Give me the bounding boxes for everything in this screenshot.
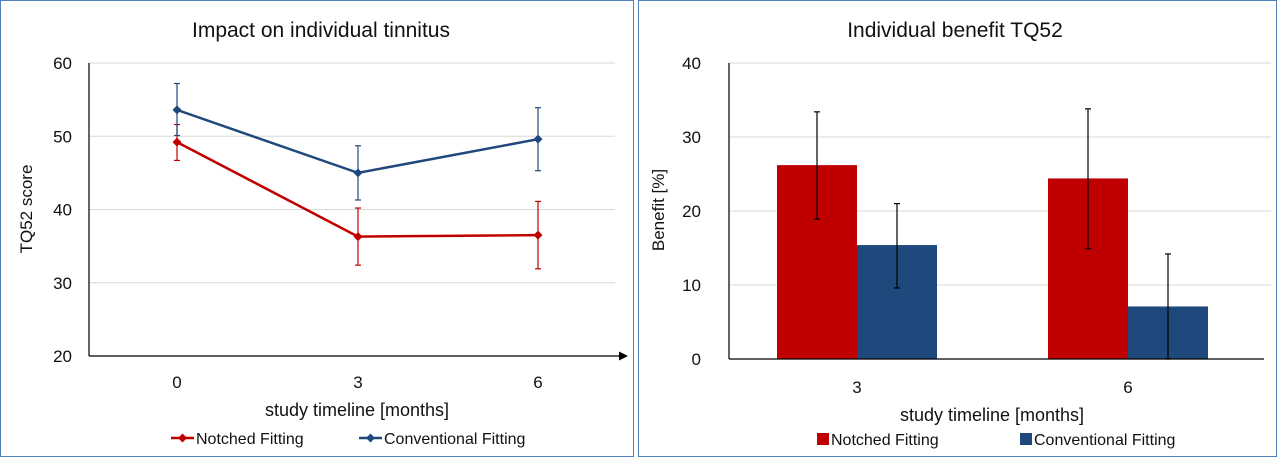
legend-marker-conventional — [366, 433, 375, 443]
bar-chart-x-axis-label: study timeline [months] — [900, 405, 1084, 425]
data-point-notched — [172, 137, 182, 147]
bar-chart-legend: Notched Fitting Conventional Fitting — [817, 432, 1175, 449]
legend-label-conventional: Conventional Fitting — [1034, 432, 1175, 449]
data-point-conventional — [172, 105, 182, 115]
bar-chart-error-bars — [814, 108, 1171, 360]
legend-swatch-notched — [817, 433, 829, 445]
data-point-notched — [533, 230, 543, 240]
bar-chart-bars — [777, 165, 1208, 359]
line-chart-series — [172, 82, 543, 270]
legend-label-notched: Notched Fitting — [196, 431, 304, 448]
line-chart-axes — [88, 63, 628, 361]
x-tick-label: 0 — [172, 373, 181, 392]
line-chart-x-axis-label: study timeline [months] — [265, 400, 449, 420]
bar-chart-title: Individual benefit TQ52 — [847, 19, 1063, 42]
y-tick-label: 60 — [53, 54, 72, 73]
bar-chart: Individual benefit TQ52 Benefit [%] stud… — [649, 19, 1271, 449]
line-chart: Impact on individual tinnitus TQ52 score… — [17, 19, 628, 448]
y-tick-label: 40 — [682, 54, 701, 73]
y-tick-label: 40 — [53, 201, 72, 220]
line-chart-legend: Notched Fitting Conventional Fitting — [171, 431, 525, 448]
y-tick-label: 50 — [53, 127, 72, 146]
y-tick-label: 20 — [682, 202, 701, 221]
x-tick-label: 3 — [852, 378, 861, 397]
legend-swatch-conventional — [1020, 433, 1032, 445]
y-tick-label: 10 — [682, 276, 701, 295]
data-point-conventional — [533, 134, 543, 144]
bar-chart-y-axis-label: Benefit [%] — [649, 169, 668, 251]
bar-chart-panel: Individual benefit TQ52 Benefit [%] stud… — [638, 0, 1277, 457]
line-chart-x-ticks: 0 3 6 — [172, 373, 542, 392]
y-tick-label: 30 — [53, 274, 72, 293]
legend-marker-notched — [178, 433, 187, 443]
line-chart-panel: Impact on individual tinnitus TQ52 score… — [0, 0, 634, 457]
x-tick-label: 6 — [1123, 378, 1132, 397]
x-tick-label: 6 — [533, 373, 542, 392]
line-chart-y-axis-label: TQ52 score — [17, 165, 36, 254]
y-tick-label: 20 — [53, 347, 72, 366]
x-axis-arrowhead — [619, 351, 628, 361]
legend-label-conventional: Conventional Fitting — [384, 431, 525, 448]
line-chart-gridlines — [89, 62, 615, 284]
legend-label-notched: Notched Fitting — [831, 432, 939, 449]
line-chart-title: Impact on individual tinnitus — [192, 19, 450, 42]
data-point-conventional — [353, 168, 363, 178]
data-point-notched — [353, 232, 363, 242]
line-chart-y-ticks: 20 30 40 50 60 — [53, 54, 72, 366]
bar-chart-y-ticks: 0 10 20 30 40 — [682, 54, 701, 369]
y-tick-label: 30 — [682, 128, 701, 147]
y-tick-label: 0 — [692, 350, 701, 369]
x-tick-label: 3 — [353, 373, 362, 392]
bar-chart-axes — [728, 63, 1264, 360]
